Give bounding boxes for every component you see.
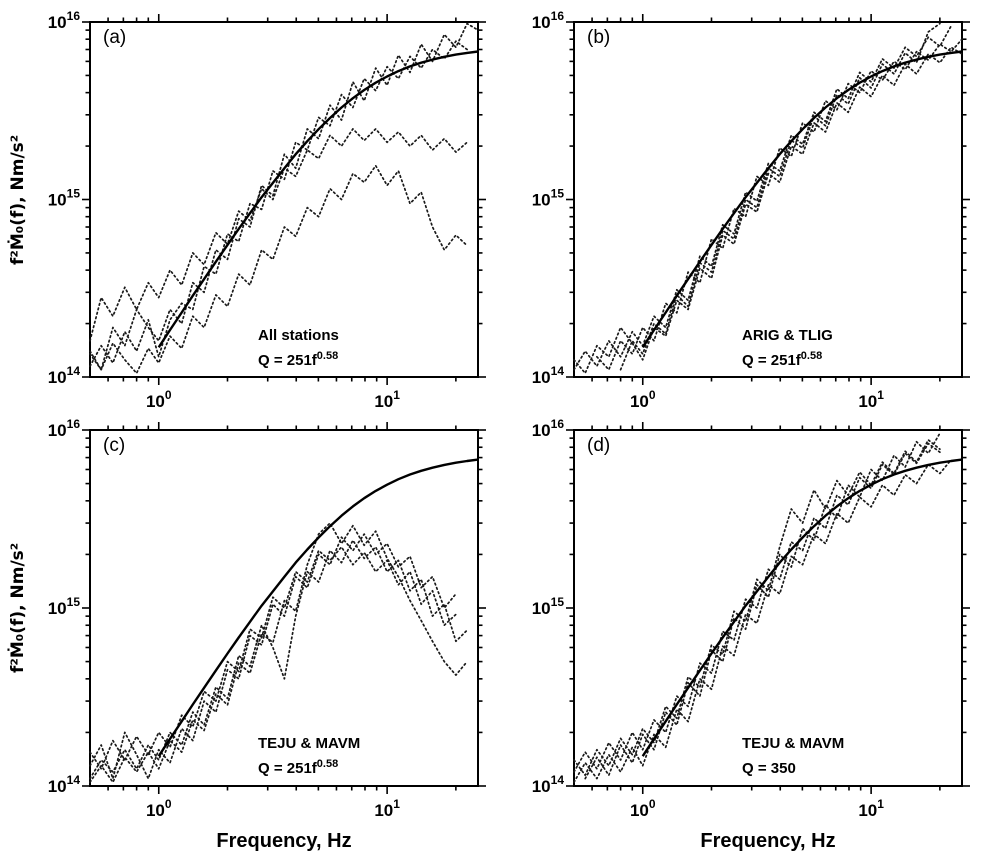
annotation-c-line1: TEJU & MAVM: [258, 735, 361, 752]
y-axis-label: f²Ṁ₀(f), Nm/s²: [8, 134, 28, 266]
svg-text:101: 101: [374, 388, 400, 411]
panel-letter-c: (c): [103, 435, 126, 456]
svg-text:1016: 1016: [48, 417, 81, 440]
panel-c-plot: 100 101 1014 1015 1016: [48, 417, 486, 820]
spectrum-curve: [89, 22, 479, 371]
svg-text:1014: 1014: [532, 364, 565, 387]
spectrum-curve: [573, 458, 952, 784]
svg-text:1016: 1016: [532, 9, 565, 32]
svg-text:1014: 1014: [48, 773, 81, 796]
svg-text:1014: 1014: [532, 773, 565, 796]
y-axis-label: f²Ṁ₀(f), Nm/s²: [8, 542, 28, 674]
spectrum-curve: [584, 432, 941, 780]
annotation-a-line2: Q = 251f0.58: [258, 350, 339, 369]
svg-text:100: 100: [630, 388, 656, 411]
model-curve: [157, 458, 479, 757]
svg-text:1015: 1015: [48, 595, 81, 618]
annotation-a-line1: All stations: [258, 327, 339, 344]
svg-text:101: 101: [858, 388, 884, 411]
annotation-d-line1: TEJU & MAVM: [742, 735, 845, 752]
spectrum-curve: [596, 38, 963, 371]
spectrum-curve: [89, 128, 468, 342]
panel-d-plot: 100 101 1014 1015 1016: [532, 417, 970, 820]
svg-text:100: 100: [630, 797, 656, 820]
annotation-b: ARIG & TLIG Q = 251f0.58: [742, 325, 833, 371]
panel-a: 100 101 1014 1015 1016 f²Ṁ₀(f), Nm/s² (a) Al…: [6, 8, 490, 416]
x-axis-label: Frequency, Hz: [700, 830, 836, 852]
panel-c: 100 101 1014 1015 1016 f²Ṁ₀(f), Nm/s² (c) TE…: [6, 416, 490, 863]
spectrum-curve: [573, 25, 952, 371]
panel-b: 100 101 1014 1015 1016 (b) ARIG & TLIG Q = 2…: [490, 8, 974, 416]
svg-text:1016: 1016: [48, 9, 81, 32]
svg-text:1015: 1015: [532, 187, 565, 210]
svg-text:1014: 1014: [48, 364, 81, 387]
annotation-a: All stations Q = 251f0.58: [258, 325, 339, 371]
annotation-c: TEJU & MAVM Q = 251f0.58: [258, 733, 360, 779]
svg-text:101: 101: [374, 797, 400, 820]
svg-text:1015: 1015: [532, 595, 565, 618]
spectrum-curve: [573, 442, 941, 773]
annotation-b-line1: ARIG & TLIG: [742, 327, 833, 344]
annotation-b-line2: Q = 251f0.58: [742, 350, 823, 369]
annotation-d-line2: Q = 350: [742, 760, 796, 777]
spectrum-curve: [89, 539, 468, 780]
spectrum-curve: [89, 546, 457, 770]
spectrum-curve: [619, 22, 941, 371]
model-curve: [157, 50, 479, 348]
spectrum-curve: [573, 46, 963, 375]
svg-text:101: 101: [858, 797, 884, 820]
spectrum-curve: [89, 522, 468, 784]
annotation-c-line2: Q = 251f0.58: [258, 758, 339, 777]
x-axis-label: Frequency, Hz: [216, 830, 352, 852]
spectrum-curve: [89, 533, 457, 780]
spectrum-curve: [89, 164, 468, 375]
annotation-d: TEJU & MAVM Q = 350: [742, 733, 844, 779]
panel-b-plot: 100 101 1014 1015 1016: [532, 9, 970, 411]
model-curve: [641, 50, 963, 348]
svg-text:1015: 1015: [48, 187, 81, 210]
spectrum-curve: [573, 439, 941, 777]
panel-letter-a: (a): [103, 27, 127, 48]
panel-letter-d: (d): [587, 435, 611, 456]
panel-a-plot: 100 101 1014 1015 1016: [48, 9, 486, 411]
svg-text:100: 100: [146, 388, 172, 411]
svg-text:1016: 1016: [532, 417, 565, 440]
svg-text:100: 100: [146, 797, 172, 820]
panel-d: 100 101 1014 1015 1016 (d) TEJU & MAVM Q = 3…: [490, 416, 974, 863]
panel-letter-b: (b): [587, 27, 611, 48]
model-curve: [641, 458, 963, 757]
